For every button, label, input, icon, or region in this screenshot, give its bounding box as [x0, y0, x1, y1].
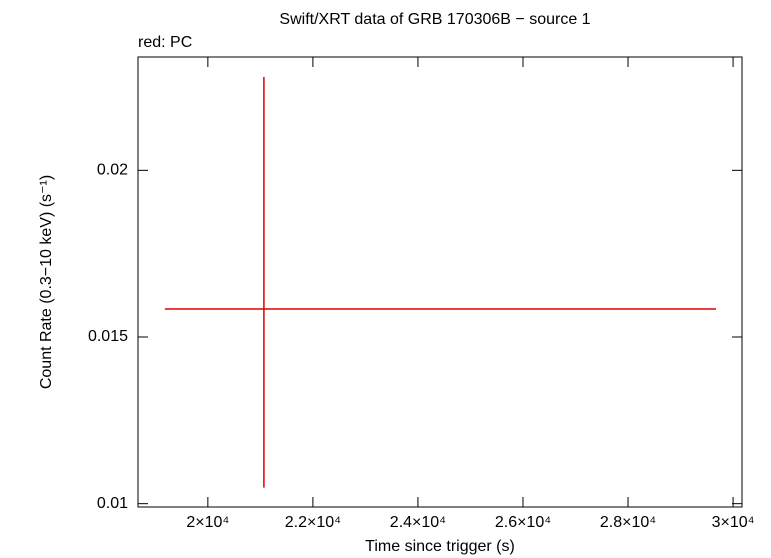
- y-tick-label: 0.02: [97, 162, 128, 179]
- chart-subtitle: red: PC: [138, 34, 192, 51]
- plot-frame: [137, 56, 743, 508]
- x-tick-label: 2×10⁴: [186, 514, 229, 531]
- x-tick-label: 3×10⁴: [712, 514, 755, 531]
- y-axis-label: Count Rate (0.3−10 keV) (s⁻¹): [38, 175, 55, 389]
- y-tick-label: 0.01: [97, 495, 128, 512]
- x-tick-label: 2.6×10⁴: [495, 514, 551, 531]
- x-tick-label: 2.8×10⁴: [600, 514, 656, 531]
- x-tick-label: 2.2×10⁴: [285, 514, 341, 531]
- x-axis-label: Time since trigger (s): [365, 538, 515, 555]
- y-tick-label: 0.015: [88, 328, 128, 345]
- chart-title: Swift/XRT data of GRB 170306B − source 1: [279, 11, 590, 28]
- x-tick-label: 2.4×10⁴: [390, 514, 446, 531]
